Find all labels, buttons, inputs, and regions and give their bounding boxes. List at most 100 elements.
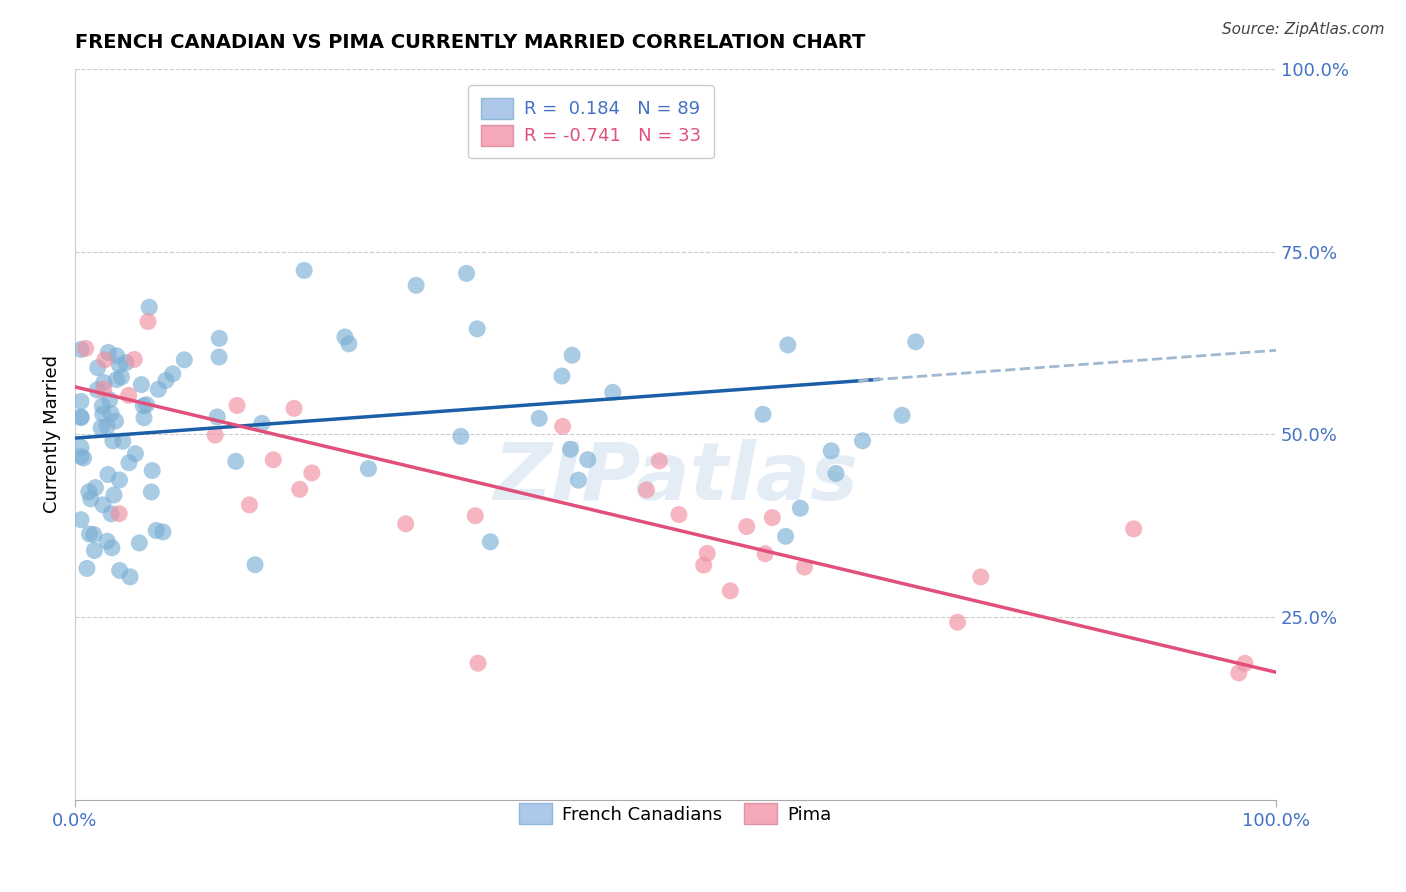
Point xyxy=(238,498,260,512)
Point xyxy=(754,547,776,561)
Point xyxy=(124,352,146,367)
Point xyxy=(136,315,159,329)
Point xyxy=(70,440,93,454)
Point xyxy=(395,516,418,531)
Point xyxy=(93,376,115,390)
Point xyxy=(100,507,122,521)
Point xyxy=(75,342,97,356)
Point xyxy=(465,322,488,336)
Point xyxy=(145,524,167,538)
Point xyxy=(131,377,153,392)
Point xyxy=(152,524,174,539)
Point xyxy=(789,501,811,516)
Point xyxy=(527,411,550,425)
Text: FRENCH CANADIAN VS PIMA CURRENTLY MARRIED CORRELATION CHART: FRENCH CANADIAN VS PIMA CURRENTLY MARRIE… xyxy=(75,33,865,52)
Point xyxy=(208,350,231,364)
Point xyxy=(207,409,229,424)
Point xyxy=(405,278,427,293)
Point xyxy=(718,583,741,598)
Point xyxy=(668,508,690,522)
Point xyxy=(108,564,131,578)
Point xyxy=(204,428,226,442)
Point xyxy=(138,300,160,314)
Point xyxy=(108,473,131,487)
Point xyxy=(243,558,266,572)
Point xyxy=(141,485,163,500)
Point xyxy=(105,373,128,387)
Point xyxy=(693,558,716,573)
Point xyxy=(450,429,472,443)
Point xyxy=(91,407,114,421)
Point xyxy=(560,442,582,457)
Point xyxy=(820,443,842,458)
Point xyxy=(115,356,138,370)
Point xyxy=(86,383,108,397)
Point xyxy=(128,536,150,550)
Point xyxy=(77,484,100,499)
Point xyxy=(90,420,112,434)
Point xyxy=(108,358,131,372)
Point xyxy=(91,498,114,512)
Point xyxy=(70,409,93,424)
Point xyxy=(100,407,122,421)
Point xyxy=(70,513,93,527)
Point xyxy=(576,452,599,467)
Point xyxy=(84,481,107,495)
Point xyxy=(120,570,142,584)
Point xyxy=(124,447,146,461)
Point xyxy=(101,434,124,448)
Point xyxy=(162,367,184,381)
Text: ZIPatlas: ZIPatlas xyxy=(494,440,858,517)
Point xyxy=(70,394,93,409)
Point xyxy=(479,534,502,549)
Point xyxy=(357,461,380,475)
Point xyxy=(118,388,141,402)
Point xyxy=(333,330,356,344)
Point xyxy=(1122,522,1144,536)
Point xyxy=(250,417,273,431)
Point xyxy=(946,615,969,630)
Point xyxy=(561,348,583,362)
Point xyxy=(464,508,486,523)
Point xyxy=(83,527,105,541)
Point xyxy=(851,434,873,448)
Point xyxy=(456,267,478,281)
Point xyxy=(96,419,118,434)
Point xyxy=(76,561,98,575)
Point xyxy=(1227,665,1250,680)
Point xyxy=(776,338,799,352)
Point xyxy=(696,546,718,560)
Point xyxy=(337,336,360,351)
Point xyxy=(636,483,658,497)
Point xyxy=(761,510,783,524)
Point xyxy=(135,398,157,412)
Point xyxy=(262,452,284,467)
Point xyxy=(793,560,815,574)
Point xyxy=(80,491,103,506)
Point xyxy=(775,529,797,543)
Point xyxy=(904,334,927,349)
Point xyxy=(648,454,671,468)
Point xyxy=(283,401,305,416)
Point xyxy=(567,473,589,487)
Point xyxy=(132,399,155,413)
Text: Source: ZipAtlas.com: Source: ZipAtlas.com xyxy=(1222,22,1385,37)
Point xyxy=(79,527,101,541)
Point xyxy=(118,456,141,470)
Point xyxy=(155,374,177,388)
Point xyxy=(103,488,125,502)
Legend: French Canadians, Pima: French Canadians, Pima xyxy=(509,793,842,835)
Point xyxy=(108,507,131,521)
Point xyxy=(83,543,105,558)
Point xyxy=(86,360,108,375)
Point xyxy=(226,399,249,413)
Point xyxy=(225,454,247,468)
Point xyxy=(301,466,323,480)
Point xyxy=(70,410,93,425)
Point xyxy=(98,392,121,407)
Point xyxy=(93,382,115,396)
Point xyxy=(93,352,115,367)
Point xyxy=(104,414,127,428)
Point xyxy=(70,343,93,357)
Point xyxy=(752,407,775,421)
